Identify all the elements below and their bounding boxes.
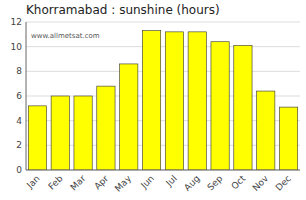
- bar: [257, 91, 275, 170]
- x-tick-label: Dec: [274, 173, 293, 192]
- x-tick-label: Jan: [24, 173, 42, 191]
- grid-line: [26, 170, 300, 171]
- chart-container: Khorramabad : sunshine (hours) 0 2 4 6 8 10 12 J…: [0, 0, 306, 200]
- y-tick-label: 2: [16, 140, 22, 150]
- bar: [279, 107, 297, 170]
- y-tick-label: 10: [11, 42, 23, 52]
- bar: [97, 86, 115, 170]
- y-tick-label: 6: [16, 91, 22, 101]
- bar: [120, 64, 138, 170]
- title: Khorramabad : sunshine (hours): [26, 3, 220, 17]
- x-tick-label: May: [113, 173, 134, 194]
- chart: Khorramabad : sunshine (hours) 0 2 4 6 8 10 12 J…: [0, 0, 306, 200]
- bar: [28, 106, 46, 170]
- grid-line: [26, 46, 300, 47]
- x-tick-label: Apr: [92, 173, 110, 191]
- bar: [74, 96, 92, 170]
- bar: [211, 42, 229, 170]
- x-tick-label: Mar: [68, 173, 87, 192]
- bar: [142, 31, 160, 170]
- y-tick-label: 0: [16, 165, 22, 175]
- x-tick-label: Feb: [46, 173, 65, 192]
- x-tick-label: Nov: [251, 173, 271, 193]
- x-tick-label: Jun: [138, 173, 156, 191]
- x-axis: [26, 170, 300, 171]
- y-tick-label: 4: [16, 116, 22, 126]
- y-tick-label: 8: [16, 66, 22, 76]
- x-tick-label: Jul: [163, 173, 178, 188]
- bar: [234, 45, 252, 170]
- bars: [28, 31, 297, 170]
- grid-line: [26, 22, 300, 23]
- grid: [26, 22, 300, 170]
- x-tick-label: Sep: [205, 173, 224, 192]
- y-axis: [26, 22, 27, 170]
- y-tick-label: 12: [11, 17, 22, 27]
- x-tick-label: Oct: [229, 173, 247, 191]
- bar: [165, 32, 183, 170]
- x-tick-label: Aug: [182, 173, 202, 193]
- watermark: www.allmetsat.com: [31, 32, 100, 40]
- bar: [51, 96, 69, 170]
- bar: [188, 32, 206, 170]
- grid-line: [26, 71, 300, 72]
